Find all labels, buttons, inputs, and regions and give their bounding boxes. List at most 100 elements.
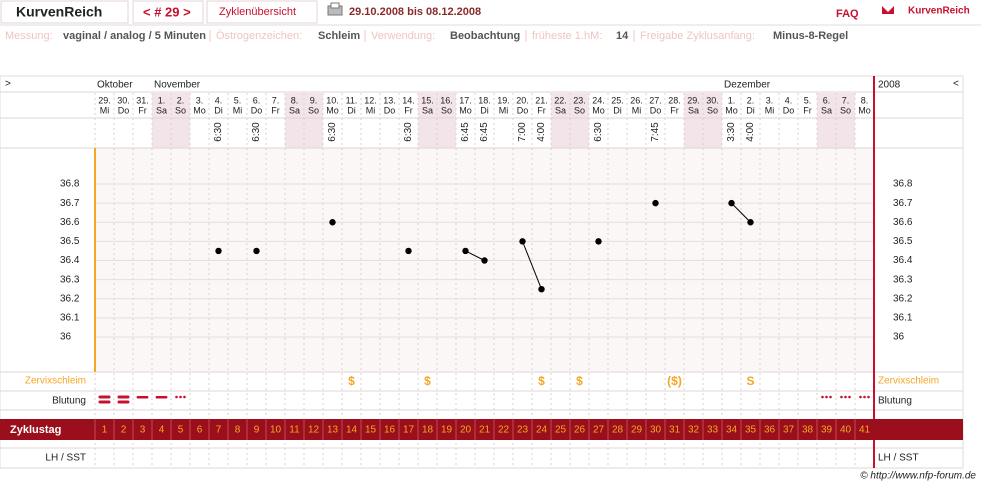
brand: KurvenReich (908, 6, 970, 17)
date: 12. (364, 95, 377, 105)
cycle-day: 35 (745, 425, 757, 436)
setting-label: Östrogenzeichen: (216, 30, 302, 42)
y-tick-label-right: 36.7 (893, 198, 913, 209)
date: 29. (687, 95, 700, 105)
cycle-nav[interactable]: < # 29 > (143, 4, 191, 19)
y-tick-label: 36.2 (60, 293, 80, 304)
weekday: So (441, 105, 452, 115)
bleeding-light (179, 395, 182, 399)
bleeding-light (183, 395, 186, 399)
weekday: Fr (271, 105, 280, 115)
cycle-day: 34 (726, 425, 738, 436)
date: 2. (177, 95, 185, 105)
measure-time: 4:00 (745, 122, 756, 142)
date: 6. (253, 95, 261, 105)
measure-time: 3:30 (726, 122, 737, 142)
overview-link[interactable]: Zyklenübersicht (219, 6, 296, 18)
date: 9. (310, 95, 318, 105)
bleeding-light (844, 395, 847, 399)
weekday: So (175, 105, 186, 115)
y-tick-label-right: 36.6 (893, 217, 913, 228)
date: 4. (215, 95, 223, 105)
temperature-line (465, 250, 485, 261)
print-icon[interactable] (327, 2, 343, 16)
measure-time: 6:30 (251, 122, 262, 142)
weekday: So (840, 105, 851, 115)
y-tick-label: 36.8 (60, 179, 80, 190)
date: 7. (272, 95, 280, 105)
weekend-shade (817, 93, 836, 148)
temperature-point (215, 247, 222, 255)
weekday: Mo (459, 105, 472, 115)
weekday: Di (214, 105, 223, 115)
date: 26. (630, 95, 643, 105)
date: 17. (459, 95, 472, 105)
nav-prev[interactable]: > (5, 79, 11, 90)
cycle-day: 24 (536, 425, 548, 436)
cycle-day: 23 (517, 425, 529, 436)
weekday: Mo (725, 105, 738, 115)
date: 22. (554, 95, 567, 105)
bleeding-light (840, 395, 843, 399)
bleeding-light (848, 395, 851, 399)
weekday: Do (118, 105, 130, 115)
temperature-point (728, 199, 735, 207)
date: 19. (497, 95, 510, 105)
bleeding-heavy (98, 400, 111, 404)
y-tick-label-right: 36.2 (893, 293, 913, 304)
weekend-shade (171, 93, 190, 148)
y-tick-label: 36.4 (60, 255, 80, 266)
weekday: Mi (499, 105, 509, 115)
period: 29.10.2008 bis 08.12.2008 (349, 6, 481, 18)
bleeding-medium (136, 396, 149, 399)
bleeding-light (867, 395, 870, 399)
cycle-day: 36 (764, 425, 776, 436)
y-tick-label-right: 36.3 (893, 274, 913, 285)
y-tick-label: 36.7 (60, 198, 80, 209)
bleeding-heavy (117, 395, 130, 399)
weekday: Sa (156, 105, 167, 115)
date: 20. (516, 95, 529, 105)
weekday: Mi (100, 105, 110, 115)
measure-time: 6:45 (460, 122, 471, 142)
temperature-line (731, 202, 751, 223)
lh-label-right: LH / SST (878, 453, 919, 464)
weekday: Mi (765, 105, 775, 115)
cycle-day: 2 (121, 425, 127, 436)
date: 11. (346, 95, 358, 105)
overview-box (206, 0, 318, 24)
print-icon-paper (330, 2, 340, 9)
y-tick-label: 36.1 (60, 313, 80, 324)
date: 6. (823, 95, 831, 105)
brand-crown (882, 6, 894, 14)
cycle-day: 32 (688, 425, 700, 436)
cycle-day: 16 (384, 425, 396, 436)
date: 14. (402, 95, 415, 105)
y-tick-label: 36.5 (60, 236, 80, 247)
date: 27. (649, 95, 662, 105)
y-tick-label-right: 36 (893, 332, 905, 343)
weekday: Di (347, 105, 356, 115)
mucus-symbol: $ (424, 374, 431, 388)
date: 1. (158, 95, 166, 105)
setting-label: Messung: (5, 30, 53, 42)
faq-link[interactable]: FAQ (836, 8, 859, 20)
weekday: So (308, 105, 319, 115)
weekday: Mi (366, 105, 376, 115)
weekday: So (707, 105, 718, 115)
cycle-day: 3 (140, 425, 146, 436)
weekday: Sa (289, 105, 300, 115)
weekday: Di (746, 105, 755, 115)
date: 29. (98, 95, 111, 105)
cycle-day: 40 (840, 425, 852, 436)
weekday: Sa (422, 105, 433, 115)
weekday: Di (480, 105, 489, 115)
setting-label: Freigabe Zyklusanfang: (640, 30, 755, 42)
weekday: Do (251, 105, 263, 115)
month-label: November (154, 80, 201, 91)
cycle-day: 7 (216, 425, 222, 436)
weekend-shade (836, 93, 855, 148)
cycle-day-label: Zyklustag (10, 424, 61, 436)
nav-next[interactable]: < (953, 79, 959, 90)
